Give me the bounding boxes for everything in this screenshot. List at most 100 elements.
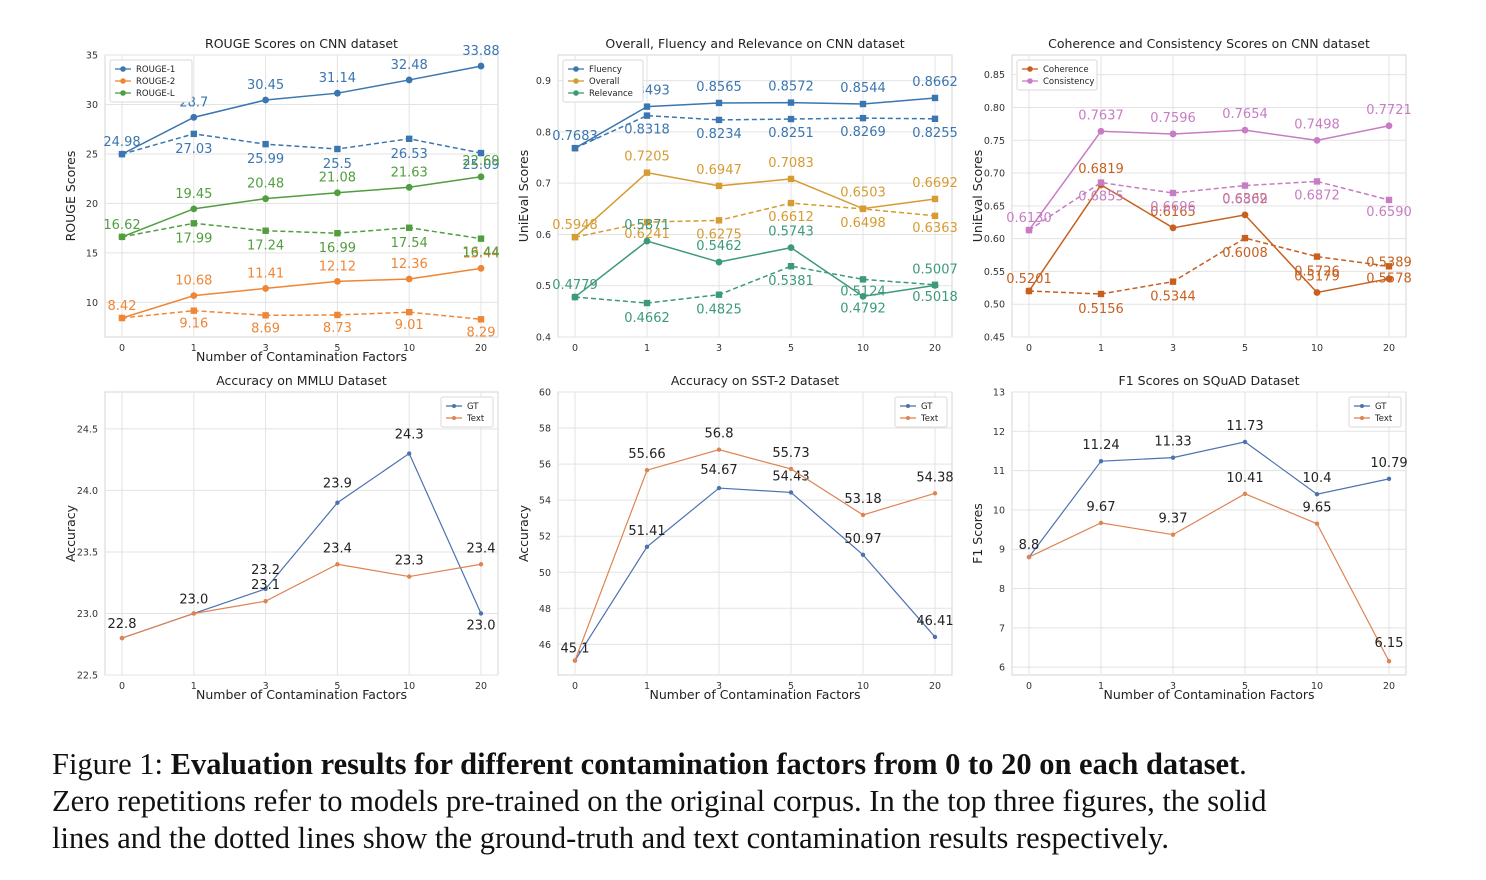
series-text-contamination-5: 17.99 17.24 16.99 17.54 16.44 xyxy=(118,220,500,261)
data-label: 0.7683 xyxy=(552,129,598,144)
data-label: 19.45 xyxy=(175,187,212,202)
series-line xyxy=(1028,183,1390,294)
y-tick-label: 9 xyxy=(999,545,1005,556)
x-axis-label: Number of Contamination Factors xyxy=(1104,687,1315,702)
data-label: 17.99 xyxy=(175,231,212,246)
y-tick-label: 11 xyxy=(993,466,1005,477)
data-point xyxy=(932,491,938,496)
legend-item-overall: Overall xyxy=(568,77,619,87)
data-label: 25.5 xyxy=(323,157,352,172)
y-tick-label: 8 xyxy=(999,584,1005,595)
y-tick-label: 0.45 xyxy=(984,333,1005,344)
data-point xyxy=(787,175,795,183)
data-point xyxy=(1098,458,1104,464)
series-line xyxy=(574,114,936,149)
x-axis-label: Number of Contamination Factors xyxy=(650,687,861,702)
data-point xyxy=(1170,455,1176,460)
y-axis-label: UniEval Scores xyxy=(970,150,985,242)
plot-area xyxy=(1011,54,1407,338)
series-text: 55.66 56.8 55.73 53.18 54.38 xyxy=(572,427,954,663)
x-tick-label: 10 xyxy=(403,343,415,354)
chart-panel-4: 22.5 23.0 23.5 24.0 24.5 0 1 3 5 10 20 Accuracy on … xyxy=(63,373,499,702)
y-tick-label: 10 xyxy=(993,505,1005,516)
legend-item-gt: GT xyxy=(1354,402,1387,412)
data-label: 23.3 xyxy=(395,554,424,569)
legend-swatch-marker xyxy=(452,416,456,420)
legend: GT Text xyxy=(440,396,494,428)
x-tick-label: 20 xyxy=(475,343,487,354)
data-point xyxy=(715,116,723,124)
data-point xyxy=(334,89,341,97)
data-point xyxy=(334,230,341,237)
data-point xyxy=(478,611,484,616)
data-label: 16.44 xyxy=(462,246,499,261)
series-line xyxy=(121,563,482,639)
data-label: 0.5578 xyxy=(1366,271,1412,286)
data-point xyxy=(1169,224,1177,232)
data-label: 17.24 xyxy=(247,239,284,254)
data-point xyxy=(1098,520,1104,526)
x-tick-label: 0 xyxy=(119,343,125,354)
legend-swatch-marker xyxy=(906,404,910,408)
data-label: 9.37 xyxy=(1159,512,1188,527)
chart-title: Accuracy on MMLU Dataset xyxy=(216,373,387,388)
legend-label: Fluency xyxy=(589,65,622,75)
data-label: 0.6612 xyxy=(768,210,814,225)
data-label: 0.6008 xyxy=(1222,246,1268,261)
data-label: 0.6275 xyxy=(696,227,742,242)
series-line xyxy=(121,309,482,321)
data-point xyxy=(716,447,722,452)
data-point xyxy=(262,195,269,203)
series-line xyxy=(574,449,936,661)
legend-item-consistency: Consistency xyxy=(1022,77,1094,87)
y-tick-label: 7 xyxy=(999,623,1005,634)
data-label: 50.97 xyxy=(844,532,881,547)
data-point xyxy=(1025,287,1033,295)
data-label: 22.69 xyxy=(462,154,499,169)
y-tick-label: 0.5 xyxy=(536,281,551,292)
caption-period: . xyxy=(1239,747,1247,781)
data-label: 0.7596 xyxy=(1150,111,1196,126)
data-point xyxy=(715,291,723,298)
y-tick-label: 0.4 xyxy=(536,333,551,344)
data-label: 0.5871 xyxy=(624,218,670,233)
caption-line-3: lines and the dotted lines show the grou… xyxy=(52,821,1169,855)
x-tick-label: 3 xyxy=(263,343,269,354)
legend-item-text: Text xyxy=(1354,414,1393,424)
data-point xyxy=(643,112,651,119)
data-label: 33.88 xyxy=(462,44,499,59)
data-point xyxy=(334,189,341,197)
data-label: 0.7205 xyxy=(624,150,670,165)
data-label: 0.8234 xyxy=(696,127,742,142)
data-label: 8.42 xyxy=(108,299,137,314)
data-point xyxy=(1313,178,1321,185)
legend-item-gt: GT xyxy=(446,402,479,412)
data-point xyxy=(643,237,651,245)
data-label: 23.1 xyxy=(251,578,280,593)
y-tick-label: 6 xyxy=(999,663,1005,674)
data-point xyxy=(477,62,485,70)
data-point xyxy=(1169,278,1177,285)
data-label: 0.8565 xyxy=(696,80,742,95)
y-tick-label: 60 xyxy=(539,388,551,399)
data-label: 23.0 xyxy=(467,618,496,633)
legend-item-rouge-1: ROUGE-1 xyxy=(115,65,175,75)
data-point xyxy=(334,311,341,319)
legend-item-rouge-2: ROUGE-2 xyxy=(115,77,175,87)
y-tick-label: 0.7 xyxy=(536,179,551,190)
data-label: 31.14 xyxy=(319,71,356,86)
data-point xyxy=(643,169,651,176)
legend-swatch-marker xyxy=(573,66,579,72)
data-point xyxy=(1385,275,1393,283)
data-label: 11.73 xyxy=(1226,419,1263,434)
x-axis-label: Number of Contamination Factors xyxy=(196,687,407,702)
legend-swatch-marker xyxy=(573,78,579,84)
x-tick-label: 1 xyxy=(191,681,197,692)
data-label: 24.98 xyxy=(103,135,140,150)
data-label: 0.5179 xyxy=(1294,269,1340,284)
data-label: 17.54 xyxy=(391,236,428,251)
legend-swatch-marker xyxy=(1027,78,1033,84)
legend-label: GT xyxy=(921,402,933,412)
